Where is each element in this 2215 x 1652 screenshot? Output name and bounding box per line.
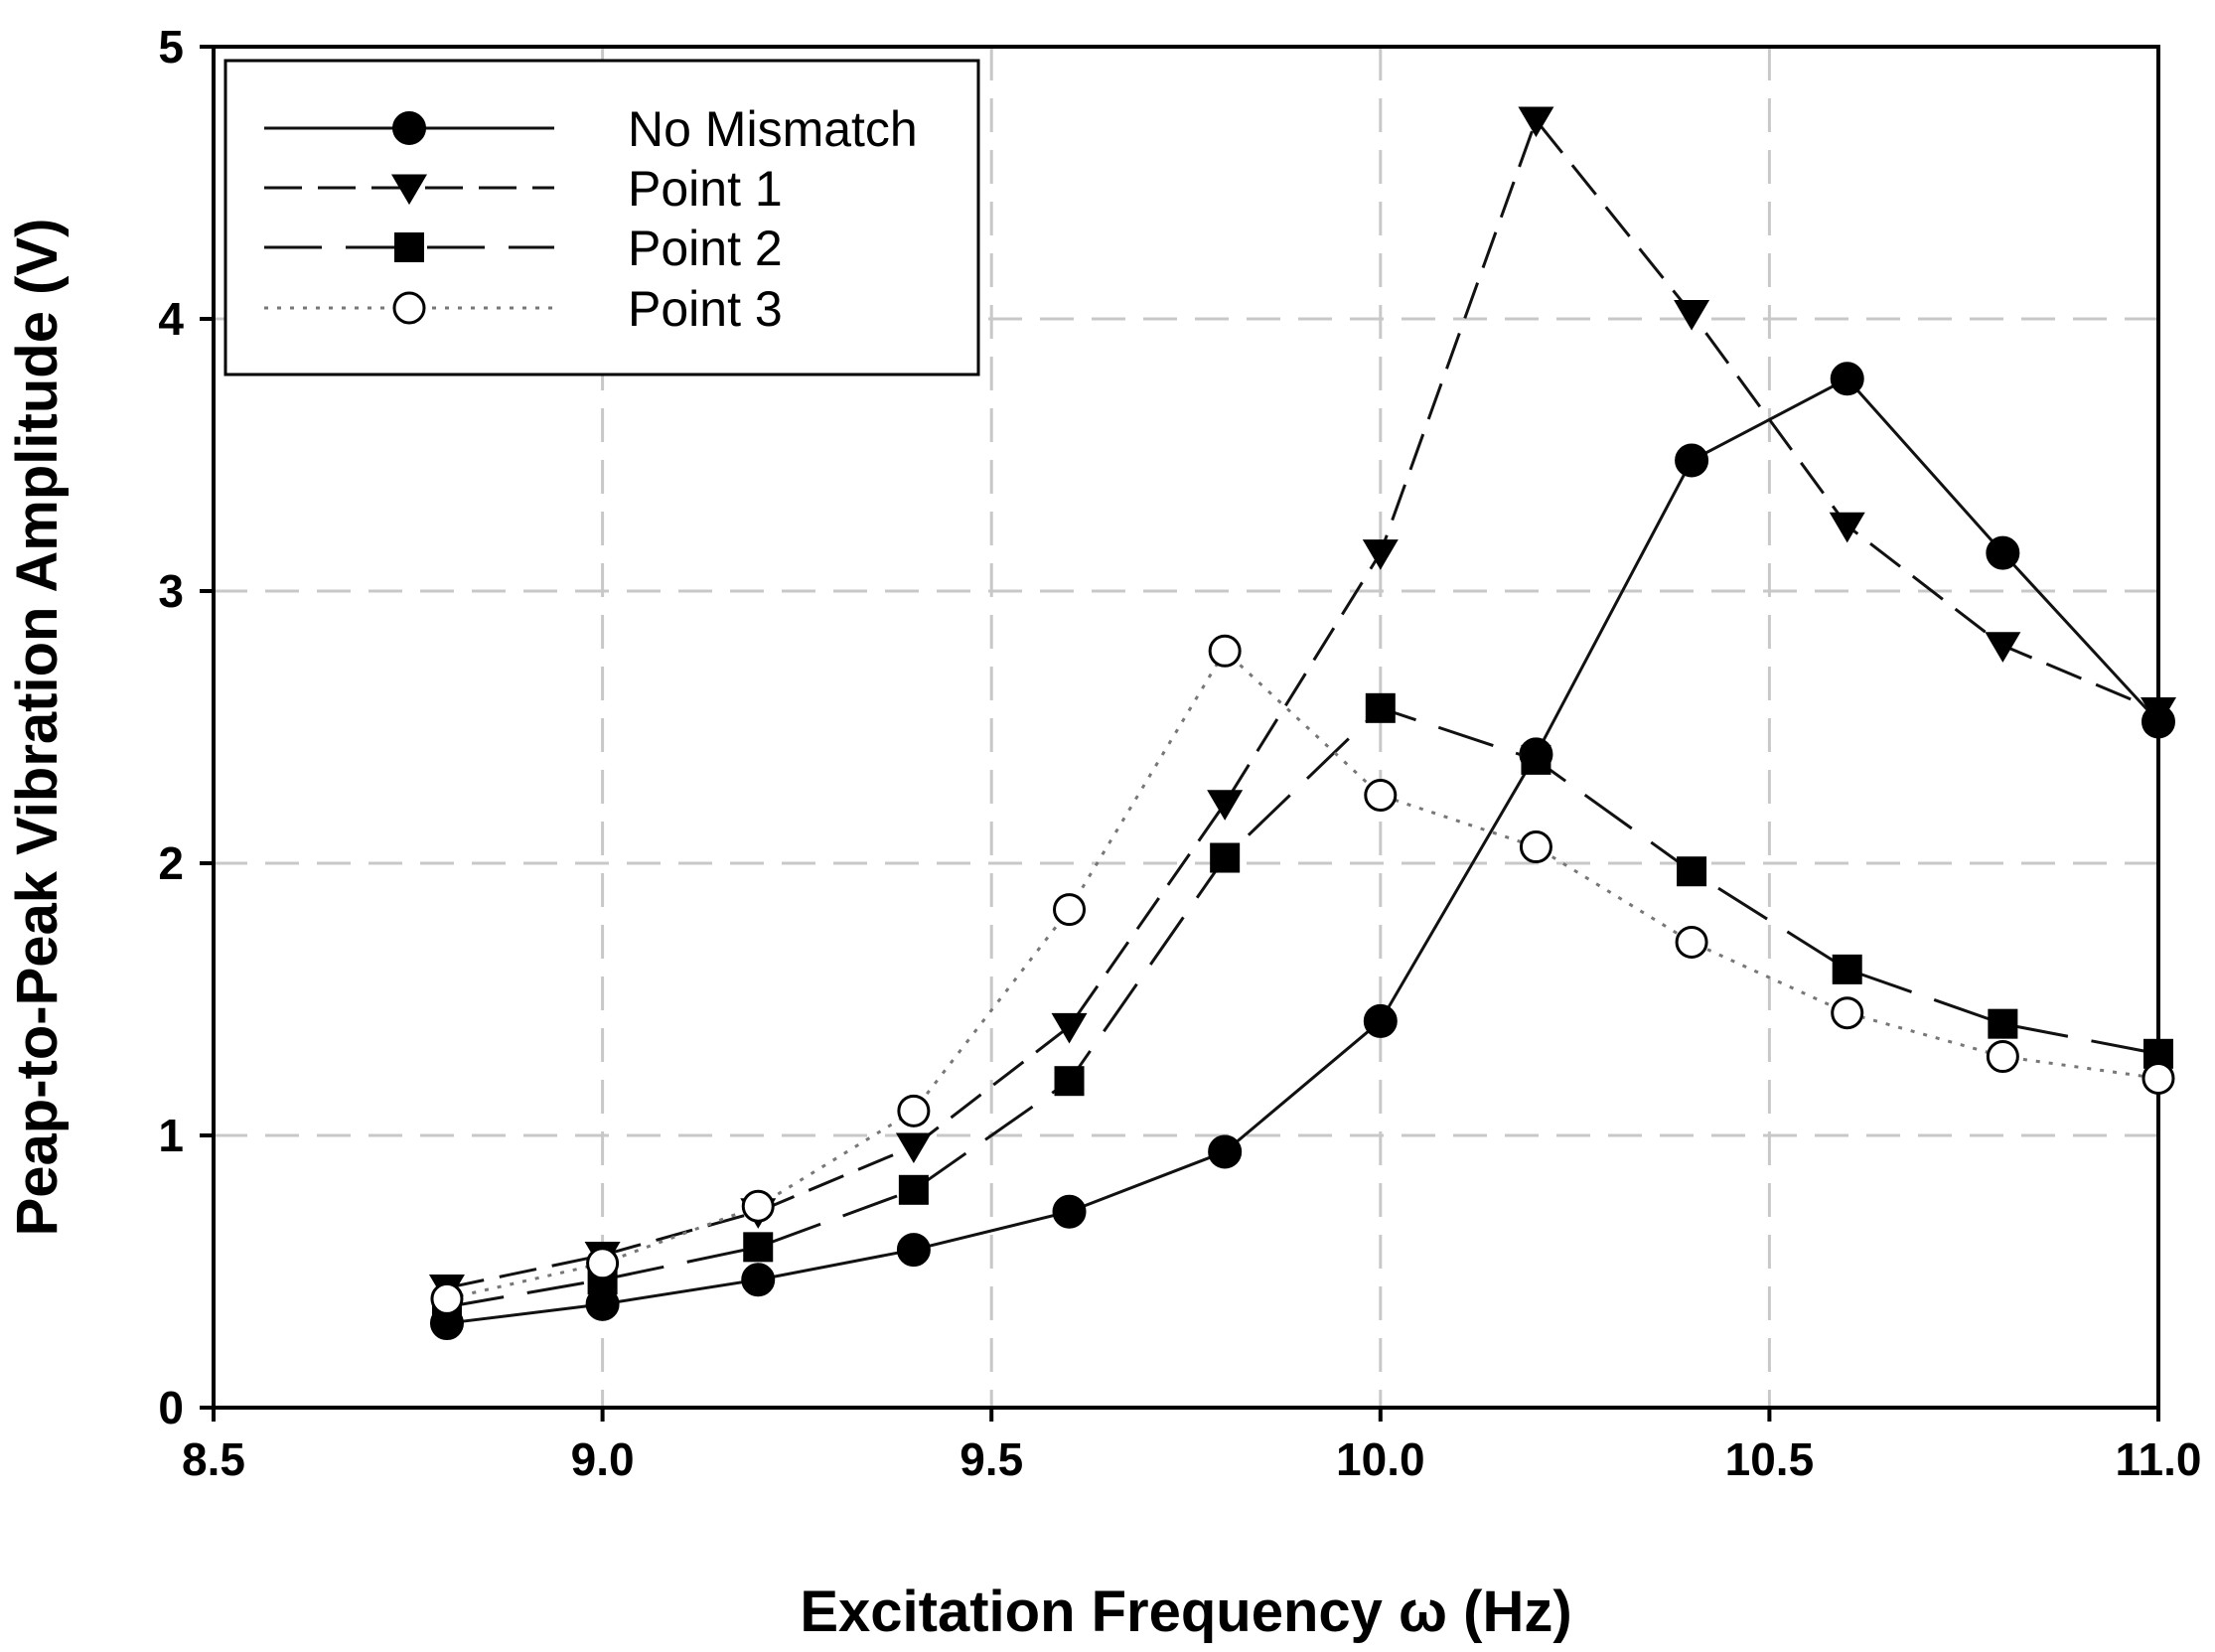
x-tick-label: 9.5	[960, 1433, 1023, 1485]
data-point-point-3	[586, 1247, 620, 1280]
y-tick-label: 0	[158, 1382, 184, 1433]
data-point-point-3	[897, 1094, 931, 1127]
data-point-point-1	[1674, 300, 1710, 331]
data-point-no-mismatch	[896, 1233, 931, 1268]
data-point-point-3	[1519, 830, 1552, 864]
data-point-no-mismatch	[1986, 535, 2020, 570]
x-tick-label: 8.5	[182, 1433, 245, 1485]
data-point-point-2	[1054, 1066, 1085, 1097]
data-point-point-2	[1365, 692, 1396, 723]
data-point-point-3	[430, 1281, 464, 1315]
data-point-point-1	[1207, 790, 1244, 821]
data-point-point-3	[1053, 893, 1087, 927]
data-point-point-1	[1985, 632, 2021, 663]
data-point-point-2	[1832, 954, 1862, 984]
data-point-point-2	[743, 1232, 774, 1263]
axis-ticks: 8.5 9.0 9.5 10.0 10.5 11.0 0 1 2 3 4 5	[158, 21, 2201, 1485]
legend-label-point-2: Point 2	[628, 221, 783, 276]
series-line-point-3	[446, 649, 2159, 1300]
x-tick-label: 11.0	[2116, 1433, 2202, 1485]
legend-box	[223, 59, 980, 376]
data-point-no-mismatch	[741, 1263, 776, 1297]
data-point-point-1	[1051, 1012, 1088, 1044]
series-markers-no-mismatch	[429, 362, 2175, 1341]
data-point-point-3	[2141, 1061, 2175, 1095]
x-tick-label: 10.5	[1725, 1433, 1815, 1485]
data-point-point-1	[1362, 539, 1399, 570]
data-point-no-mismatch	[1363, 1003, 1398, 1038]
series-line-no-mismatch	[446, 376, 2160, 1325]
data-point-point-1	[1518, 106, 1554, 138]
data-point-point-3	[1831, 996, 1864, 1030]
data-point-no-mismatch	[1208, 1134, 1243, 1169]
data-point-point-3	[1208, 634, 1242, 668]
series-line-point-1	[446, 118, 2159, 1289]
series-markers-point-2	[431, 692, 2173, 1322]
y-axis-title: Peap-to-Peak Vibration Amplitude (V)	[5, 219, 70, 1237]
series-markers-point-3	[430, 634, 2175, 1315]
data-point-point-2	[898, 1174, 929, 1205]
data-point-point-2	[1210, 842, 1241, 873]
data-point-point-2	[1988, 1008, 2018, 1039]
y-tick-label: 1	[158, 1110, 184, 1161]
y-tick-label: 2	[158, 837, 184, 889]
x-tick-label: 9.0	[571, 1433, 635, 1485]
y-tick-label: 4	[158, 293, 184, 345]
legend-label-point-1: Point 1	[628, 161, 783, 217]
data-point-point-1	[1829, 512, 1865, 543]
legend-marker-point-3	[392, 291, 426, 325]
grid-layer	[214, 47, 2158, 1408]
series-line-point-2	[446, 706, 2159, 1309]
legend-label-point-3: Point 3	[628, 281, 783, 337]
legend-marker-point-2	[394, 232, 424, 262]
data-point-point-2	[1521, 744, 1551, 775]
data-point-point-2	[1677, 856, 1707, 887]
data-point-point-3	[1364, 779, 1398, 812]
x-tick-label: 10.0	[1336, 1433, 1425, 1485]
data-point-point-1	[895, 1132, 932, 1164]
legend-label-no-mismatch: No Mismatch	[628, 101, 918, 157]
data-point-no-mismatch	[1675, 443, 1709, 478]
y-tick-label: 3	[158, 565, 184, 617]
legend-marker-no-mismatch	[392, 111, 426, 145]
data-point-no-mismatch	[1052, 1194, 1087, 1229]
x-axis-title: Excitation Frequency ω (Hz)	[800, 1579, 1571, 1644]
data-point-no-mismatch	[1830, 362, 1864, 396]
data-point-point-3	[1986, 1040, 2019, 1074]
data-point-point-3	[741, 1189, 775, 1223]
data-point-point-3	[1675, 925, 1708, 959]
legend-marker-point-1	[391, 174, 427, 206]
y-tick-label: 5	[158, 21, 184, 73]
series-layer	[428, 106, 2176, 1341]
data-point-point-1	[2141, 697, 2176, 728]
